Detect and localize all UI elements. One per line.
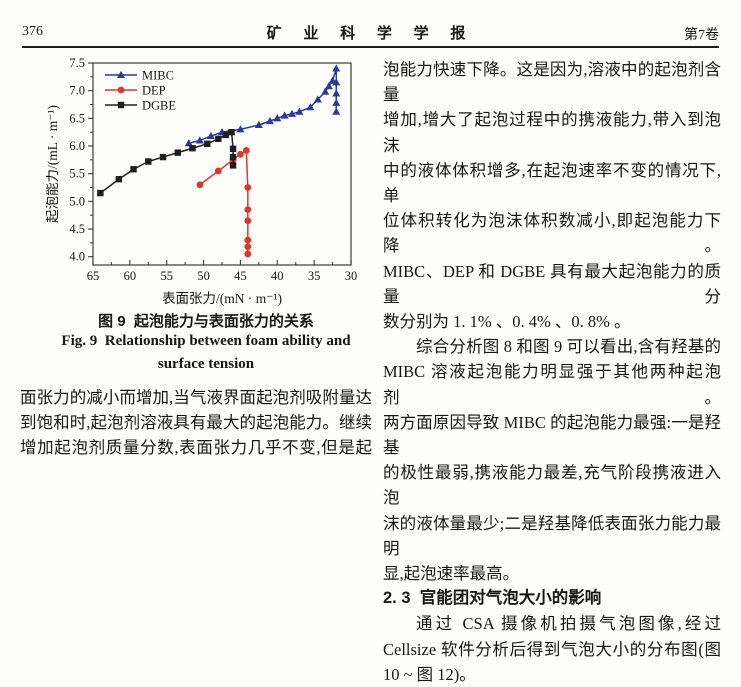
legend-label-DGBE: DGBE xyxy=(142,99,176,113)
figure9-caption-en-line1: Fig. 9 Relationship between foam ability… xyxy=(61,333,351,349)
text-line: 增加,增大了起泡过程中的携液能力,带入到泡沫 xyxy=(383,110,721,155)
svg-text:5.5: 5.5 xyxy=(69,167,85,181)
page-number: 376 xyxy=(22,24,43,39)
plot-frame xyxy=(92,62,352,266)
svg-text:65: 65 xyxy=(87,269,100,283)
series-DGBE xyxy=(97,128,237,197)
svg-text:40: 40 xyxy=(271,269,284,283)
volume-label: 第7卷 xyxy=(684,28,719,43)
legend-label-MIBC: MIBC xyxy=(142,69,174,83)
right-column-text: 泡能力快速下降。这是因为,溶液中的起泡剂含量 增加,增大了起泡过程中的携液能力,带… xyxy=(383,57,721,687)
section-heading: 2. 3 官能团对气泡大小的影响 xyxy=(383,589,602,608)
chart-svg: 65 60 55 50 45 40 35 30 4.0 4.5 5.0 5.5 6.0 6.5 7.0 7.5… xyxy=(45,56,357,306)
text-line: MIBC 溶液起泡能力明显强于其他两种起泡剂。 xyxy=(383,362,721,407)
axes: 65 60 55 50 45 40 35 30 4.0 4.5 5.0 5.5 6.0 6.5 7.0 7.5 xyxy=(69,56,357,283)
series-DEP xyxy=(196,147,252,258)
svg-text:4.5: 4.5 xyxy=(69,222,85,236)
y-axis-label: 起泡能力/(mL · m⁻¹) xyxy=(46,105,60,223)
text-line: 沫的液体量最少;二是羟基降低表面张力能力最明 xyxy=(383,513,721,558)
figure9-caption-en-line2: surface tension xyxy=(157,356,255,372)
text-line: 通过 CSA 摄像机拍摄气泡图像,经过 xyxy=(416,614,721,634)
text-line: 增加起泡剂质量分数,表面张力几乎不变,但是起 xyxy=(20,438,372,458)
svg-text:60: 60 xyxy=(124,269,137,283)
text-line: 两方面原因导致 MIBC 的起泡能力最强:一是羟基 xyxy=(383,412,721,458)
text-line: 中的液体体积增多,在起泡速率不变的情况下,单 xyxy=(383,160,721,206)
text-line: 位体积转化为泡沫体积数减小,即起泡能力下降。 xyxy=(383,211,721,256)
figure9-caption-cn: 图 9 起泡能力与表面张力的关系 xyxy=(98,313,314,330)
text-line: MIBC、DEP 和 DGBE 具有最大起泡能力的质量分 xyxy=(383,261,721,306)
text-line: 泡能力快速下降。这是因为,溶液中的起泡剂含量 xyxy=(383,60,721,105)
svg-text:6.0: 6.0 xyxy=(69,139,85,153)
svg-text:6.5: 6.5 xyxy=(69,111,85,125)
figure9-chart: 65 60 55 50 45 40 35 30 4.0 4.5 5.0 5.5 6.0 6.5 7.0 7.5… xyxy=(45,54,362,308)
svg-text:55: 55 xyxy=(160,269,173,283)
x-axis-label: 表面张力/(mN · m⁻¹) xyxy=(162,291,282,306)
series-MIBC xyxy=(184,64,341,147)
svg-text:45: 45 xyxy=(234,269,247,283)
journal-title: 矿 业 科 学 学 报 xyxy=(266,26,475,42)
text-line: 综合分析图 8 和图 9 可以看出,含有羟基的 xyxy=(416,337,721,357)
svg-text:35: 35 xyxy=(308,269,321,283)
legend-label-DEP: DEP xyxy=(142,84,166,98)
text-line: 到饱和时,起泡剂溶液具有最大的起泡能力。继续 xyxy=(20,413,372,433)
text-line: 数分别为 1. 1% 、0. 4% 、0. 8% 。 xyxy=(383,312,631,332)
text-line: 面张力的减小而增加,当气液界面起泡剂吸附量达 xyxy=(20,388,372,407)
text-line: Cellsize 软件分析后得到气泡大小的分布图(图 xyxy=(383,639,721,659)
svg-text:7.5: 7.5 xyxy=(69,56,85,70)
svg-text:4.0: 4.0 xyxy=(69,250,85,264)
header-rule xyxy=(22,46,719,48)
left-column-paragraph: 面张力的减小而增加,当气液界面起泡剂吸附量达 到饱和时,起泡剂溶液具有最大的起泡能… xyxy=(20,385,372,461)
svg-text:5.0: 5.0 xyxy=(69,194,85,208)
svg-text:30: 30 xyxy=(345,269,358,283)
svg-text:7.0: 7.0 xyxy=(69,84,85,98)
text-line: 的极性最弱,携液能力最差,充气阶段携液进入泡 xyxy=(383,463,721,508)
text-line: 显,起泡速率最高。 xyxy=(383,564,520,584)
svg-text:50: 50 xyxy=(197,269,210,283)
text-line: 10 ~ 图 12)。 xyxy=(383,664,476,684)
